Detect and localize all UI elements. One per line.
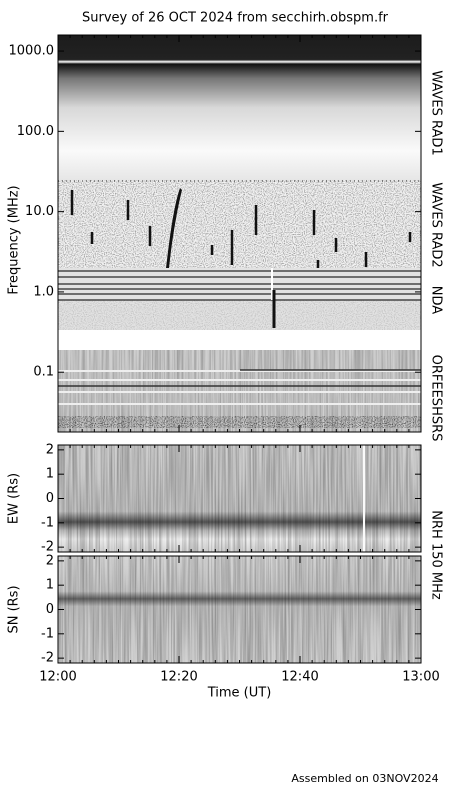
y-tick-label: 100.0 — [17, 124, 54, 139]
ew-image — [58, 445, 421, 552]
instrument-label: NDA — [429, 286, 444, 315]
x-tick-label: 12:40 — [281, 670, 318, 685]
instrument-label: WAVES RAD1 — [429, 70, 444, 155]
y-tick-label: 1 — [46, 467, 54, 482]
y-tick-label: 0 — [46, 602, 54, 617]
y-axis-label: EW (Rs) — [7, 473, 22, 524]
y-tick-label: 1.0 — [33, 284, 54, 299]
y-tick-label: -1 — [41, 626, 54, 641]
title: Survey of 26 OCT 2024 from secchirh.obsp… — [82, 11, 389, 26]
y-tick-label: -2 — [41, 651, 54, 666]
x-tick-label: 12:20 — [160, 670, 197, 685]
y-tick-label: -1 — [41, 515, 54, 530]
instrument-label: WAVES RAD2 — [429, 182, 444, 267]
side-label: NRH 150 MHz — [429, 510, 444, 600]
y-tick-label: 0 — [46, 491, 54, 506]
y-tick-label: 10.0 — [25, 204, 54, 219]
y-axis-label: SN (Rs) — [7, 585, 22, 633]
sn-image — [58, 556, 421, 663]
y-tick-label: 0.1 — [33, 365, 54, 380]
x-axis-label: Time (UT) — [207, 686, 272, 701]
spectrogram-image — [58, 35, 421, 432]
y-tick-label: 1 — [46, 578, 54, 593]
y-axis-label: Frequency (MHz) — [7, 185, 22, 294]
y-tick-label: 2 — [46, 442, 54, 457]
x-tick-label: 13:00 — [402, 670, 439, 685]
y-tick-label: 2 — [46, 553, 54, 568]
instrument-label: ORFEESHSRS — [429, 355, 444, 442]
footer: Assembled on 03NOV2024 — [291, 772, 438, 785]
x-tick-label: 12:00 — [39, 670, 76, 685]
y-tick-label: -2 — [41, 540, 54, 555]
y-tick-label: 1000.0 — [9, 44, 55, 59]
